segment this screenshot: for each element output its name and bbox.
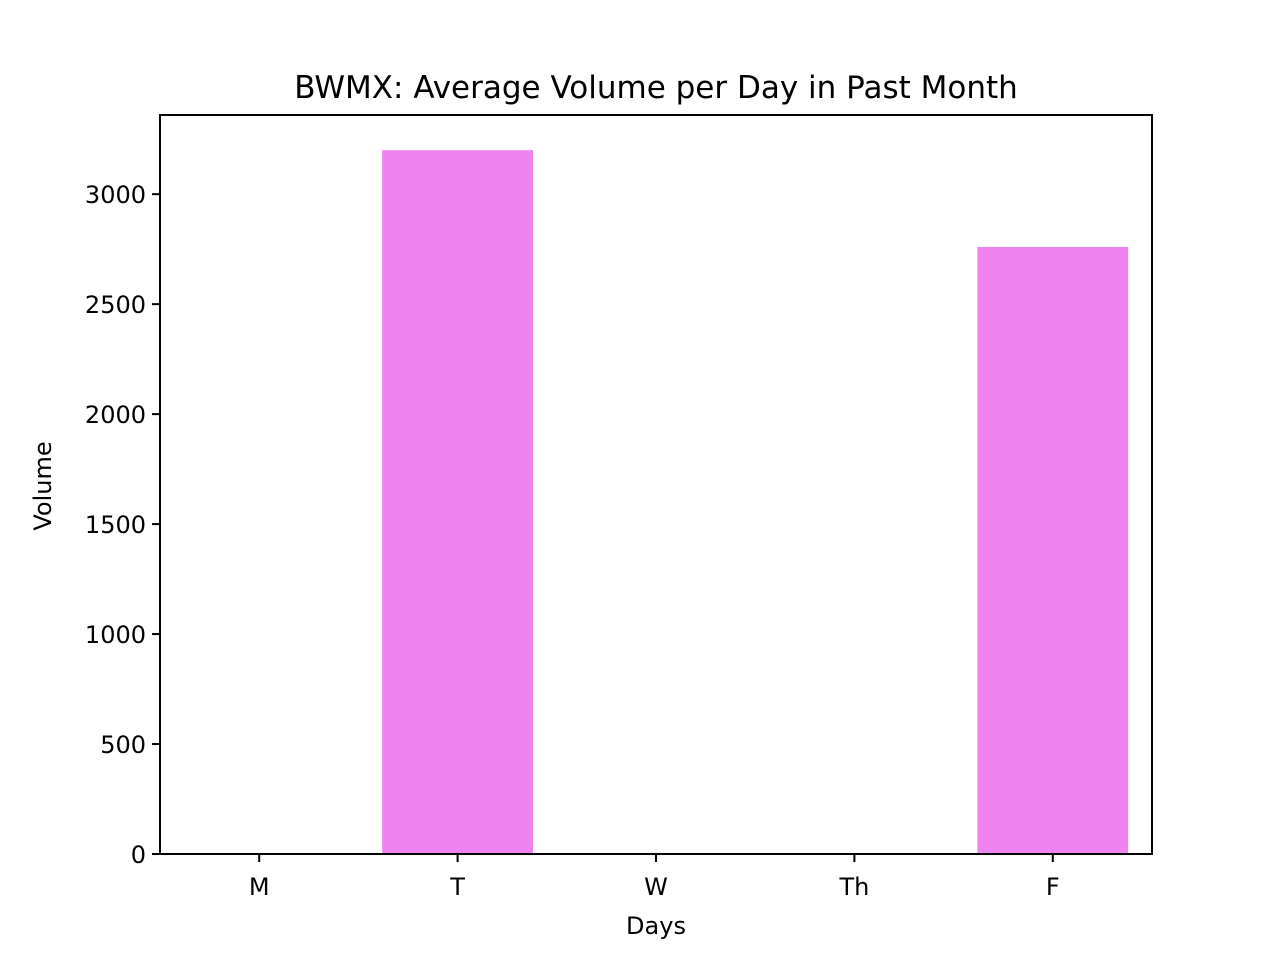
bar-t — [382, 150, 533, 854]
bar-f — [977, 246, 1129, 854]
y-tick-label-500: 500 — [100, 731, 146, 759]
plot-area: M T W Th F 0 500 1000 1500 2000 2500 3000 — [85, 114, 1153, 901]
x-tick-label-t: T — [449, 873, 465, 901]
y-tick-label-2500: 2500 — [85, 291, 146, 319]
x-tick-label-f: F — [1046, 873, 1060, 901]
x-axis-label: Days — [626, 912, 686, 940]
y-tick-label-1000: 1000 — [85, 621, 146, 649]
y-tick-label-0: 0 — [131, 841, 146, 869]
y-axis-label: Volume — [29, 441, 57, 530]
y-tick-label-2000: 2000 — [85, 401, 146, 429]
x-tick-label-th: Th — [838, 873, 869, 901]
x-tick-label-w: W — [644, 873, 668, 901]
chart-title: BWMX: Average Volume per Day in Past Mon… — [294, 70, 1018, 106]
x-tick-label-m: M — [249, 873, 270, 901]
y-tick-label-3000: 3000 — [85, 181, 146, 209]
y-tick-label-1500: 1500 — [85, 511, 146, 539]
